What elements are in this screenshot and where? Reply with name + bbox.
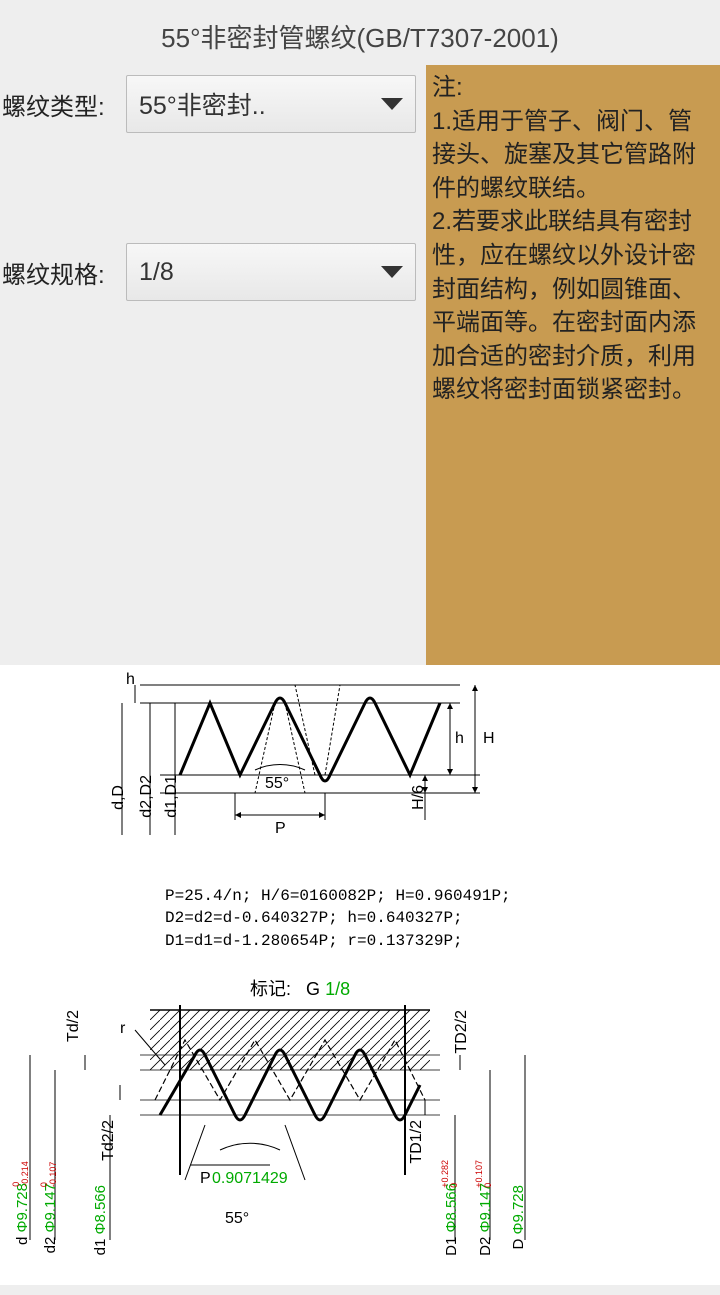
- d2D2-label: d2,D2: [138, 775, 156, 818]
- angle-label-2: 55°: [225, 1210, 249, 1228]
- diagram-area: h d,D d2,D2 d1,D1 55° P h H H/6 P=25.4/n…: [0, 665, 720, 1285]
- thread-spec-label: 螺纹规格:: [0, 255, 126, 290]
- page-title: 55°非密封管螺纹(GB/T7307-2001): [0, 0, 720, 65]
- notes-line2: 2.若要求此联结具有密封性，应在螺纹以外设计密封面结构，例如圆锥面、平端面等。在…: [432, 205, 714, 407]
- thread-profile-diagram: h d,D d2,D2 d1,D1 55° P h H H/6 P=25.4/n…: [80, 675, 720, 965]
- thread-type-row: 螺纹类型: 55°非密封..: [0, 75, 426, 133]
- formula-line1: P=25.4/n; H/6=0160082P; H=0.960491P;: [165, 885, 511, 907]
- P-label: P: [275, 820, 286, 838]
- thread-spec-value: 1/8: [139, 258, 381, 287]
- TD2-2-label: TD2/2: [453, 1010, 471, 1054]
- dD-label: d,D: [110, 785, 128, 810]
- notes-title: 注:: [432, 71, 714, 105]
- chevron-down-icon: [381, 98, 403, 110]
- Td2-2-label: Td2/2: [100, 1120, 118, 1161]
- P-label-2: P: [200, 1170, 211, 1188]
- h-label-right: h: [455, 730, 464, 748]
- d1D1-label: d1,D1: [163, 775, 181, 818]
- thread-type-label: 螺纹类型:: [0, 87, 126, 122]
- controls-panel: 螺纹类型: 55°非密封.. 螺纹规格: 1/8: [0, 65, 426, 665]
- thread-type-dropdown[interactable]: 55°非密封..: [126, 75, 416, 133]
- notes-line1: 1.适用于管子、阀门、管接头、旋塞及其它管路附件的螺纹联结。: [432, 105, 714, 206]
- marking-value: 1/8: [325, 979, 350, 999]
- D2-dim: D2 Φ9.147+0.1070: [472, 1165, 500, 1256]
- chevron-down-icon: [381, 266, 403, 278]
- TD1-2-label: TD1/2: [408, 1120, 426, 1164]
- thread-type-value: 55°非密封..: [139, 86, 381, 122]
- H6-label: H/6: [410, 785, 428, 810]
- formula-line3: D1=d1=d-1.280654P; r=0.137329P;: [165, 930, 511, 952]
- thread-spec-row: 螺纹规格: 1/8: [0, 243, 426, 301]
- d1-dim: d1 Φ8.566: [92, 1185, 109, 1255]
- Td2-label: Td/2: [65, 1010, 83, 1042]
- h-label-top: h: [126, 671, 135, 689]
- D1-dim: D1 Φ8.566+0.2820: [438, 1165, 466, 1256]
- thread-spec-dropdown[interactable]: 1/8: [126, 243, 416, 301]
- thread-fit-diagram: 标记: G 1/8: [0, 975, 720, 1295]
- d-dim: d Φ9.7280-0.214: [10, 1165, 36, 1245]
- top-section: 螺纹类型: 55°非密封.. 螺纹规格: 1/8 注: 1.适用于管子、阀门、管…: [0, 65, 720, 665]
- D-dim: D Φ9.728: [510, 1185, 527, 1250]
- d2-dim: d2 Φ9.1470-0.107: [38, 1165, 64, 1253]
- marking-label: 标记: G 1/8: [250, 975, 350, 1001]
- r-label: r: [120, 1020, 125, 1038]
- H-label: H: [483, 730, 495, 748]
- P-value: 0.9071429: [212, 1170, 288, 1188]
- angle-label: 55°: [265, 775, 289, 793]
- formulas-block: P=25.4/n; H/6=0160082P; H=0.960491P; D2=…: [165, 885, 511, 952]
- notes-panel: 注: 1.适用于管子、阀门、管接头、旋塞及其它管路附件的螺纹联结。 2.若要求此…: [426, 65, 720, 665]
- formula-line2: D2=d2=d-0.640327P; h=0.640327P;: [165, 907, 511, 929]
- marking-text: 标记:: [250, 979, 291, 999]
- marking-code: G: [306, 979, 320, 999]
